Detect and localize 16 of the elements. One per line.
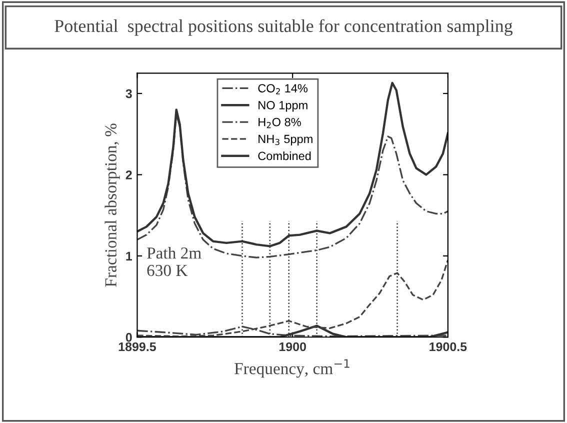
y-tick-label: 1 bbox=[126, 252, 132, 260]
chart-title: Potential spectral positions suitable for concentration sampling bbox=[54, 19, 513, 36]
legend-label: H$_{2}$O 8% bbox=[258, 118, 301, 128]
legend-label: CO$_{2}$ 14% bbox=[258, 84, 308, 94]
y-axis-title: Fractional absorption, % bbox=[104, 124, 120, 287]
x-axis-title: Frequency, cm$^{−1}$ bbox=[234, 359, 350, 378]
legend-label: NO 1ppm bbox=[258, 101, 308, 112]
x-tick-label: 1900.5 bbox=[430, 342, 467, 352]
y-tick-label: 3 bbox=[126, 89, 132, 98]
y-tick-label: 2 bbox=[126, 170, 132, 180]
legend-label: NH$_{3}$ 5ppm bbox=[258, 134, 312, 146]
legend-label: Combined bbox=[258, 151, 311, 160]
y-tick-label: 0 bbox=[126, 332, 132, 342]
x-tick-label: 1900 bbox=[279, 342, 306, 352]
annotation: Path 2m 630 K bbox=[147, 246, 202, 276]
x-tick-label: 1899.5 bbox=[118, 342, 156, 352]
